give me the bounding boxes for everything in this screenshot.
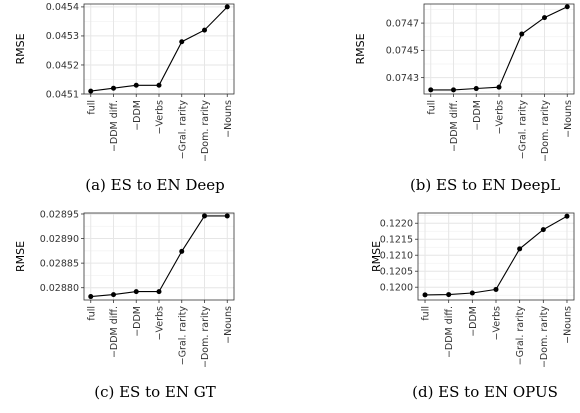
x-tick-label: −Verbs xyxy=(495,100,506,135)
y-axis-label: RMSE xyxy=(14,33,27,64)
y-axis-label: RMSE xyxy=(14,241,27,272)
x-tick-label: full xyxy=(426,100,437,115)
data-point xyxy=(446,292,452,298)
y-tick-label: 0.1215 xyxy=(380,235,413,246)
x-tick-label: −Dom. rarity xyxy=(200,306,211,368)
data-point xyxy=(517,246,523,252)
y-tick-label: 0.02890 xyxy=(40,234,79,245)
x-tick-label: −Verbs xyxy=(492,306,503,341)
data-point xyxy=(564,213,570,219)
y-tick-label: 0.1220 xyxy=(380,219,413,230)
chart-caption: (c) ES to EN GT xyxy=(94,383,216,401)
x-tick-label: −Nouns xyxy=(563,100,574,138)
data-point xyxy=(542,15,547,21)
chart-panel-1: 0.0743 0.0745 0.0747 RMSE full −DDM diff. −DDM… xyxy=(354,3,575,194)
data-point xyxy=(224,213,230,219)
x-tick-label: −DDM diff. xyxy=(449,100,460,152)
y-tick-label: 0.0453 xyxy=(46,31,79,42)
x-tick-label: −Dom. rarity xyxy=(200,100,211,162)
y-tick-label: 0.02880 xyxy=(40,283,79,294)
x-tick-label: −DDM xyxy=(132,306,143,337)
x-tick-label: −Gral. rarity xyxy=(177,306,188,366)
x-tick-label: −Verbs xyxy=(155,100,166,135)
data-point xyxy=(496,84,502,90)
chart-panel-0: 0.0451 0.0452 0.0453 0.0454 RMSE full −DDM dif… xyxy=(14,2,235,194)
data-point xyxy=(179,39,185,45)
chart-panel-3: 0.1200 0.1205 0.1210 0.1215 0.1220 RMSE full −D… xyxy=(370,212,575,401)
y-tick-label: 0.02895 xyxy=(40,209,79,220)
x-tick-label: −DDM xyxy=(132,100,143,131)
data-point xyxy=(469,290,475,296)
y-tick-label: 0.0451 xyxy=(46,89,79,100)
data-point xyxy=(202,213,207,219)
y-tick-label: 0.0747 xyxy=(386,18,419,29)
y-tick-label: 0.1210 xyxy=(380,251,413,262)
y-tick-label: 0.0745 xyxy=(386,46,419,57)
x-tick-label: −Nouns xyxy=(223,100,234,138)
data-point xyxy=(202,27,207,33)
data-point xyxy=(111,292,116,298)
data-point xyxy=(133,82,139,88)
data-point xyxy=(156,289,162,295)
x-tick-label: −DDM xyxy=(468,306,479,337)
x-tick-label: −DDM diff. xyxy=(109,100,120,152)
x-tick-label: −Nouns xyxy=(562,306,573,344)
y-tick-label: 0.1200 xyxy=(380,283,413,294)
data-point xyxy=(133,289,139,295)
chart-caption: (d) ES to EN OPUS xyxy=(412,383,558,401)
x-tick-label: full xyxy=(86,100,97,115)
data-point xyxy=(519,31,525,37)
x-tick-label: −DDM xyxy=(472,100,483,131)
x-tick-label: −DDM diff. xyxy=(109,306,120,358)
y-axis-label: RMSE xyxy=(354,33,367,64)
x-tick-label: −Verbs xyxy=(155,306,166,341)
data-point xyxy=(88,294,94,300)
y-tick-label: 0.0743 xyxy=(386,73,419,84)
chart-caption: (b) ES to EN DeepL xyxy=(410,176,560,194)
x-tick-label: −Gral. rarity xyxy=(515,306,526,366)
data-point xyxy=(179,248,185,254)
data-point xyxy=(422,292,428,298)
x-tick-label: −Nouns xyxy=(223,306,234,344)
x-tick-label: full xyxy=(86,306,97,321)
chart-panel-2: 0.02880 0.02885 0.02890 0.02895 RMSE full −DDM… xyxy=(14,209,235,401)
x-tick-label: −Dom. rarity xyxy=(539,306,550,368)
x-tick-label: −Gral. rarity xyxy=(177,100,188,160)
data-point xyxy=(156,82,162,88)
data-point xyxy=(224,4,230,10)
data-point xyxy=(111,85,116,91)
data-point xyxy=(473,86,479,92)
chart-caption: (a) ES to EN Deep xyxy=(85,176,224,194)
y-tick-label: 0.1205 xyxy=(380,267,413,278)
data-point xyxy=(88,88,94,94)
x-tick-label: −Gral. rarity xyxy=(517,100,528,160)
x-tick-label: −DDM diff. xyxy=(444,306,455,358)
y-axis-label: RMSE xyxy=(370,241,383,272)
y-tick-label: 0.0454 xyxy=(46,2,79,13)
data-point xyxy=(564,4,570,10)
data-point xyxy=(493,286,499,292)
data-point xyxy=(428,87,434,93)
data-point xyxy=(540,227,546,233)
y-tick-label: 0.0452 xyxy=(46,60,79,71)
data-point xyxy=(451,87,456,93)
y-tick-label: 0.02885 xyxy=(40,258,79,269)
x-tick-label: −Dom. rarity xyxy=(540,100,551,162)
x-tick-label: full xyxy=(421,306,432,321)
